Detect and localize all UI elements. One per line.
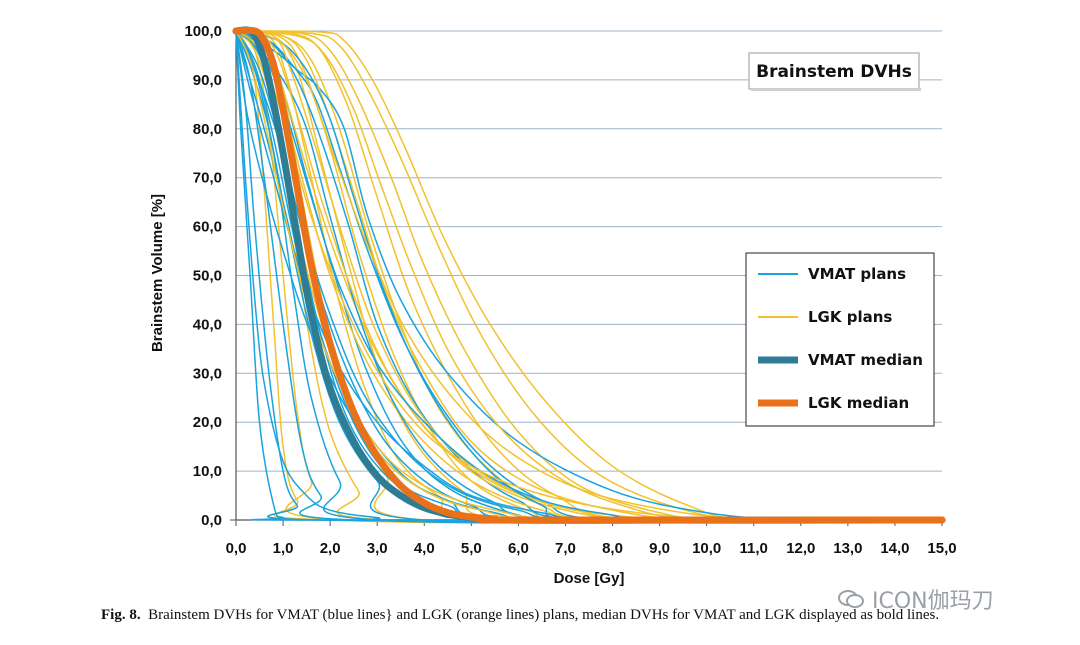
lgk-median-line: [232, 26, 946, 524]
chart-title: Brainstem DVHs: [756, 62, 912, 82]
y-tick-label: 80,0: [193, 121, 222, 138]
median-lines: [232, 26, 946, 524]
y-tick-label: 10,0: [193, 463, 222, 480]
y-tick-label: 30,0: [193, 365, 222, 382]
x-tick-label: 0,0: [226, 540, 247, 557]
x-tick-label: 2,0: [320, 540, 341, 557]
caption-label: Fig. 8.: [101, 607, 141, 623]
y-tick-labels: 0,0 10,0 20,0 30,0 40,0 50,0 60,0 70,0 80,0 90,0 1…: [184, 23, 222, 529]
caption-text: Brainstem DVHs for VMAT (blue lines} and…: [148, 607, 940, 623]
y-tick-label: 40,0: [193, 316, 222, 333]
legend-label-vmat: VMAT plans: [808, 265, 906, 283]
chart-title-box: Brainstem DVHs: [748, 52, 921, 91]
x-tick-labels: 0,0 1,0 2,0 3,0 4,0 5,0 6,0 7,0 8,0 9,0 10,0 11,0 12…: [226, 540, 957, 557]
x-tick-label: 10,0: [692, 540, 721, 557]
watermark: ICON伽玛刀: [836, 583, 994, 615]
y-tick-label: 70,0: [193, 170, 222, 187]
x-tick-label: 15,0: [927, 540, 956, 557]
legend-label-lgk: LGK plans: [808, 308, 892, 326]
x-tick-label: 14,0: [880, 540, 909, 557]
wechat-icon: [838, 590, 864, 608]
x-tick-label: 7,0: [555, 540, 576, 557]
x-tick-label: 13,0: [833, 540, 862, 557]
x-tick-label: 8,0: [602, 540, 623, 557]
legend: VMAT plans LGK plans VMAT median LGK median: [745, 252, 935, 427]
y-tick-label: 60,0: [193, 219, 222, 236]
dvh-chart: 0,0 10,0 20,0 30,0 40,0 50,0 60,0 70,0 80,0 90,0 1…: [149, 23, 957, 587]
legend-box: [745, 252, 935, 427]
x-axis-title: Dose [Gy]: [554, 570, 625, 587]
x-tick-label: 12,0: [786, 540, 815, 557]
x-tick-label: 11,0: [740, 540, 768, 557]
legend-label-lgk-median: LGK median: [808, 394, 909, 412]
figure-caption: Fig. 8. Brainstem DVHs for VMAT (blue li…: [101, 607, 939, 624]
y-tick-label: 50,0: [193, 268, 222, 285]
y-tick-label: 100,0: [184, 23, 222, 40]
legend-label-vmat-median: VMAT median: [808, 351, 923, 369]
x-tick-label: 9,0: [649, 540, 670, 557]
x-tick-label: 6,0: [508, 540, 529, 557]
x-tick-label: 3,0: [367, 540, 388, 557]
lgk-plan-line: [235, 30, 943, 522]
watermark-text: ICON伽玛刀: [872, 589, 994, 614]
x-tick-label: 1,0: [273, 540, 294, 557]
y-tick-label: 0,0: [201, 512, 222, 529]
x-tick-label: 5,0: [461, 540, 482, 557]
y-tick-label: 90,0: [193, 72, 222, 89]
x-tick-label: 4,0: [414, 540, 435, 557]
y-tick-label: 20,0: [193, 414, 222, 431]
y-axis-title: Brainstem Volume [%]: [149, 194, 166, 352]
